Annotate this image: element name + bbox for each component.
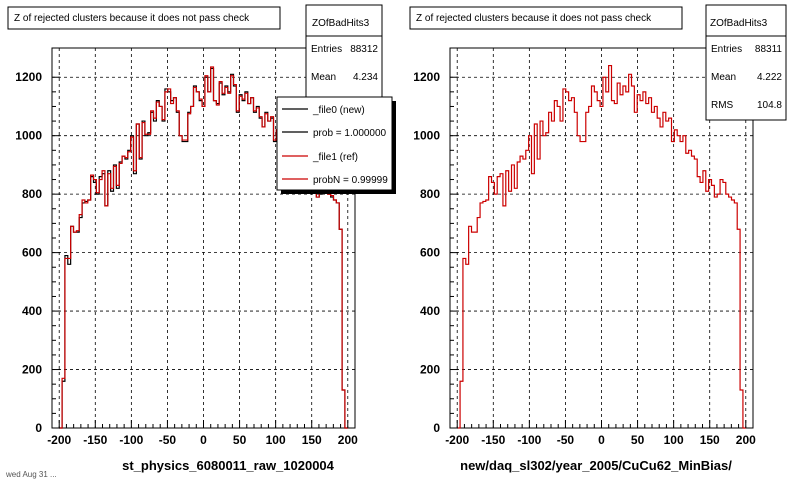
x-tick-label: -100 bbox=[119, 433, 143, 447]
left-entries-label: Entries bbox=[311, 44, 342, 55]
y-tick-label: 800 bbox=[420, 187, 440, 201]
x-tick-label: -50 bbox=[557, 433, 575, 447]
left-x-axis-label: st_physics_6080011_raw_1020004 bbox=[122, 458, 335, 473]
x-tick-label: 200 bbox=[736, 433, 756, 447]
y-tick-label: 0 bbox=[433, 421, 440, 435]
x-tick-label: 150 bbox=[700, 433, 720, 447]
x-tick-label: 200 bbox=[338, 433, 358, 447]
right-entries-label: Entries bbox=[711, 44, 742, 55]
right-series-group bbox=[457, 64, 746, 429]
x-tick-label: 150 bbox=[302, 433, 322, 447]
left-legend: _file0 (new) prob = 1.000000 _file1 (ref… bbox=[276, 96, 396, 194]
right-title-box: Z of rejected clusters because it does n… bbox=[409, 6, 683, 30]
x-tick-label: -200 bbox=[445, 433, 469, 447]
x-tick-label: 50 bbox=[233, 433, 247, 447]
left-stats-box: ZOfBadHits3 Entries 88312 Mean 4.234 bbox=[305, 4, 383, 98]
right-rms-label: RMS bbox=[711, 100, 734, 111]
x-tick-label: 50 bbox=[631, 433, 645, 447]
right-x-ticks: -200 -150 -100 -50 0 50 100 150 200 bbox=[445, 420, 756, 447]
x-tick-label: -150 bbox=[481, 433, 505, 447]
left-histogram-panel: -200 -150 -100 -50 0 50 100 150 200 0 200 400 600 80… bbox=[7, 4, 396, 473]
y-tick-label: 600 bbox=[22, 246, 42, 260]
legend-file1: _file1 (ref) bbox=[312, 152, 358, 163]
y-tick-label: 0 bbox=[35, 421, 42, 435]
x-tick-label: -100 bbox=[517, 433, 541, 447]
left-grid bbox=[52, 48, 355, 429]
left-x-ticks: -200 -150 -100 -50 0 50 100 150 200 bbox=[47, 420, 358, 447]
x-tick-label: 100 bbox=[266, 433, 286, 447]
right-stats-box: ZOfBadHits3 Entries 88311 Mean 4.222 RMS… bbox=[705, 4, 787, 121]
left-title-box: Z of rejected clusters because it does n… bbox=[7, 6, 281, 30]
right-y-ticks: 0 200 400 600 800 1000 1200 bbox=[413, 70, 458, 435]
right-histogram-panel: -200 -150 -100 -50 0 50 100 150 200 0 200 400 600 80… bbox=[409, 4, 787, 473]
legend-prob: prob = 1.000000 bbox=[313, 128, 387, 139]
left-title: Z of rejected clusters because it does n… bbox=[14, 13, 250, 24]
y-tick-label: 400 bbox=[420, 304, 440, 318]
y-tick-label: 200 bbox=[22, 363, 42, 377]
left-mean-value: 4.234 bbox=[353, 72, 378, 83]
y-tick-label: 200 bbox=[420, 363, 440, 377]
right-entries-value: 88311 bbox=[755, 44, 783, 55]
right-stats-name: ZOfBadHits3 bbox=[710, 18, 768, 29]
y-tick-label: 800 bbox=[22, 187, 42, 201]
left-entries-value: 88312 bbox=[350, 44, 378, 55]
right-mean-value: 4.222 bbox=[757, 72, 782, 83]
y-tick-label: 400 bbox=[22, 304, 42, 318]
legend-probn: probN = 0.99999 bbox=[313, 175, 388, 186]
left-mean-label: Mean bbox=[311, 72, 336, 83]
x-tick-label: 0 bbox=[200, 433, 207, 447]
right-rms-value: 104.8 bbox=[757, 100, 782, 111]
x-tick-label: 0 bbox=[598, 433, 605, 447]
left-y-ticks: 0 200 400 600 800 1000 1200 bbox=[15, 70, 60, 435]
left-stats-name: ZOfBadHits3 bbox=[312, 18, 370, 29]
y-tick-label: 1000 bbox=[413, 129, 440, 143]
histogram-series-line bbox=[457, 64, 746, 429]
x-tick-label: 100 bbox=[664, 433, 684, 447]
x-tick-label: -50 bbox=[159, 433, 177, 447]
legend-file0: _file0 (new) bbox=[312, 105, 365, 116]
right-mean-label: Mean bbox=[711, 72, 736, 83]
y-tick-label: 1000 bbox=[15, 129, 42, 143]
x-tick-label: -150 bbox=[83, 433, 107, 447]
y-tick-label: 600 bbox=[420, 246, 440, 260]
right-x-axis-label: new/daq_sl302/year_2005/CuCu62_MinBias/ bbox=[460, 458, 732, 473]
y-tick-label: 1200 bbox=[15, 70, 42, 84]
y-tick-label: 1200 bbox=[413, 70, 440, 84]
right-title: Z of rejected clusters because it does n… bbox=[416, 13, 652, 24]
x-tick-label: -200 bbox=[47, 433, 71, 447]
footer-text: wed Aug 31 ... bbox=[5, 470, 57, 479]
